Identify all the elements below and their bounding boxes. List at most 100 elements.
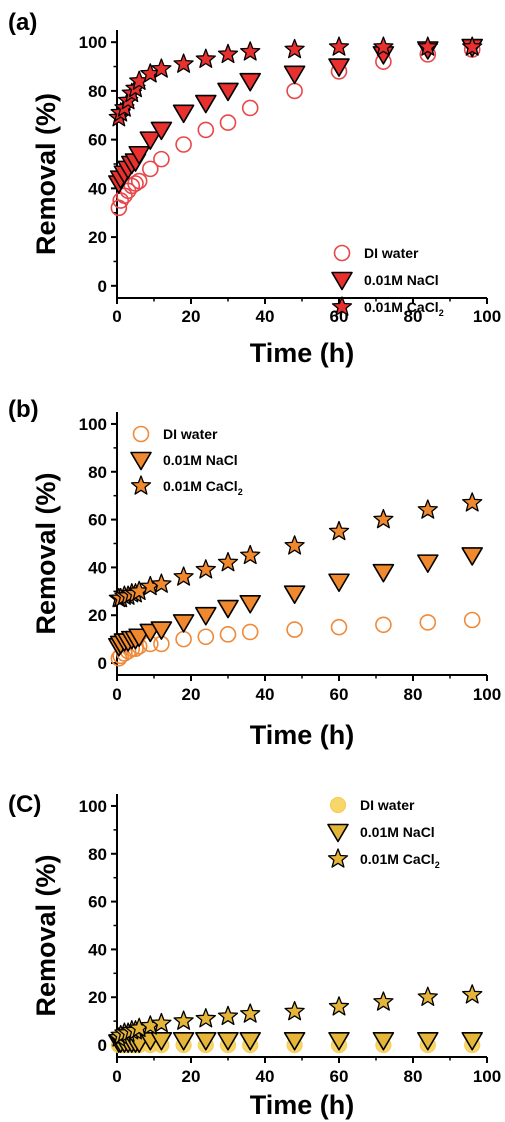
data-point-cacl2 — [151, 573, 172, 593]
series-nacl — [108, 547, 483, 657]
data-point-cacl2 — [195, 1008, 216, 1028]
data-point-cacl2 — [328, 520, 350, 541]
data-point-cacl2 — [373, 36, 394, 56]
y-tick-label: 100 — [79, 797, 107, 816]
x-tick-label: 100 — [473, 1067, 501, 1086]
data-point-cacl2 — [284, 38, 305, 59]
data-point-nacl — [239, 72, 261, 92]
x-tick-label: 40 — [256, 1067, 275, 1086]
legend-marker-cacl2 — [327, 848, 349, 868]
y-tick-label: 20 — [88, 228, 107, 247]
legend: DI water 0.01M NaCl 0.01M CaCl2 — [327, 796, 440, 870]
data-point-nacl — [217, 599, 239, 619]
legend-subscript: 2 — [238, 487, 243, 497]
x-tick-label: 20 — [182, 685, 201, 704]
y-tick-label: 60 — [88, 893, 107, 912]
y-tick-label: 80 — [88, 845, 107, 864]
y-tick-label: 40 — [88, 558, 107, 577]
data-point-cacl2 — [462, 492, 483, 512]
data-point-di — [127, 175, 144, 192]
data-point-cacl2 — [173, 1010, 194, 1030]
data-point-cacl2 — [417, 36, 438, 56]
data-point-cacl2 — [195, 48, 216, 68]
y-tick-label: 20 — [88, 606, 107, 625]
y-tick-label: 0 — [98, 1036, 107, 1055]
legend-label-di: DI water — [364, 245, 419, 261]
legend-label-cacl2: 0.01M CaCl2 — [163, 478, 243, 497]
x-tick-label: 0 — [112, 685, 121, 704]
legend-marker-nacl — [130, 451, 152, 471]
data-point-di — [130, 172, 148, 190]
data-point-nacl — [217, 82, 239, 102]
panel-label: (b) — [8, 396, 39, 423]
x-tick-label: 80 — [404, 307, 423, 326]
x-tick-label: 80 — [404, 685, 423, 704]
data-point-cacl2 — [328, 996, 350, 1016]
x-tick-label: 40 — [256, 307, 275, 326]
data-point-nacl — [283, 585, 306, 605]
data-point-nacl — [195, 606, 217, 626]
data-point-cacl2 — [240, 1003, 261, 1023]
legend-label-nacl: 0.01M NaCl — [163, 452, 238, 468]
x-axis-title: Time (h) — [250, 1090, 355, 1120]
y-tick-label: 20 — [88, 988, 107, 1007]
legend-marker-di — [333, 244, 351, 262]
data-point-nacl — [461, 547, 483, 566]
data-point-nacl — [172, 614, 195, 633]
data-point-nacl — [328, 573, 350, 593]
data-point-di — [286, 621, 303, 638]
data-point-cacl2 — [462, 36, 483, 56]
legend-label-nacl: 0.01M NaCl — [360, 824, 435, 840]
data-point-cacl2 — [284, 1000, 305, 1021]
legend-label-cacl2: 0.01M CaCl2 — [360, 851, 440, 870]
data-point-di — [142, 160, 159, 178]
y-axis-title: Removal (%) — [31, 93, 61, 255]
data-point-nacl — [172, 104, 195, 124]
legend: DI water 0.01M NaCl 0.01M CaCl2 — [130, 425, 243, 497]
legend-label-nacl: 0.01M NaCl — [364, 272, 439, 288]
data-point-di — [286, 82, 303, 100]
legend: DI water 0.01M NaCl 0.01M CaCl2 — [331, 244, 444, 318]
data-point-nacl — [195, 94, 217, 114]
series-nacl — [108, 38, 483, 194]
legend-marker-di — [132, 425, 150, 443]
data-point-nacl — [239, 594, 261, 614]
legend-subscript: 2 — [435, 860, 440, 870]
data-point-nacl — [150, 621, 173, 640]
data-point-nacl — [239, 1031, 261, 1051]
data-point-di — [175, 630, 192, 648]
data-point-di — [241, 623, 259, 641]
data-point-nacl — [283, 1031, 306, 1051]
y-tick-label: 80 — [88, 82, 107, 101]
data-point-nacl — [328, 1031, 350, 1051]
data-point-cacl2 — [240, 544, 261, 565]
legend-label-di: DI water — [163, 426, 218, 442]
series-cacl2 — [108, 492, 483, 608]
data-point-cacl2 — [373, 508, 394, 529]
data-point-di — [419, 614, 437, 631]
legend-marker-nacl — [327, 823, 349, 843]
y-tick-label: 40 — [88, 940, 107, 959]
data-point-di — [175, 136, 192, 153]
y-axis-title: Removal (%) — [31, 854, 61, 1016]
x-tick-label: 0 — [112, 307, 121, 326]
data-point-di — [197, 121, 215, 139]
series-cacl2 — [108, 36, 483, 127]
y-tick-label: 0 — [98, 277, 107, 296]
x-tick-label: 20 — [182, 307, 201, 326]
data-point-di — [375, 616, 392, 634]
legend-subscript: 2 — [439, 308, 444, 318]
data-point-di — [463, 611, 481, 629]
legend-marker-cacl2 — [331, 296, 353, 316]
legend-label-cacl2: 0.01M CaCl2 — [364, 299, 444, 318]
chart-panel-2: (b) 0 20 40 60 80 100 0 20 40 60 80 100 Time (h) Remov… — [8, 396, 501, 750]
data-point-nacl — [417, 1031, 439, 1051]
data-point-nacl — [372, 563, 395, 583]
y-tick-label: 60 — [88, 511, 107, 530]
legend-marker-di — [329, 796, 347, 814]
panel-label: (a) — [8, 9, 37, 36]
y-tick-label: 60 — [88, 131, 107, 150]
data-point-cacl2 — [217, 1005, 239, 1026]
x-tick-label: 100 — [473, 685, 501, 704]
